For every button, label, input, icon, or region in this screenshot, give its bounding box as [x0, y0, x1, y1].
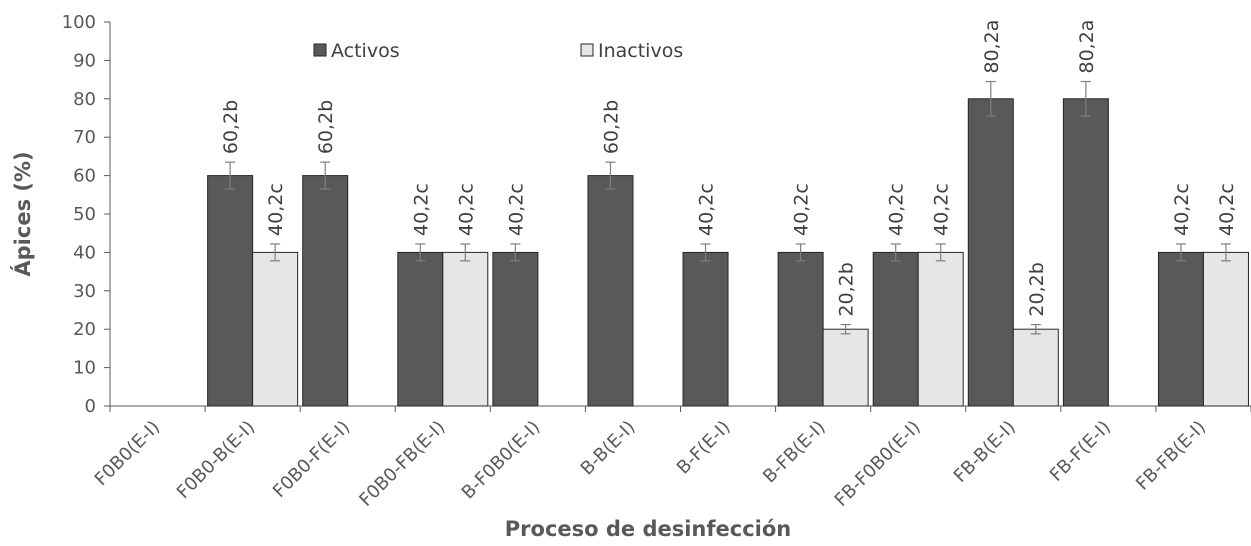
y-tick-label: 70: [73, 127, 96, 148]
bar-activos: [397, 251, 444, 407]
x-tick-label: FB-FB(E-I): [1132, 417, 1210, 495]
data-label: 80,2a: [1076, 20, 1098, 74]
y-tick-label: 20: [73, 319, 96, 340]
y-tick-label: 10: [73, 358, 96, 379]
bar-activos: [872, 251, 919, 407]
bar-inactivos: [442, 251, 489, 407]
legend-swatch-activos: [313, 43, 327, 57]
bar-activos: [777, 251, 824, 407]
x-tick-label: F0B0-F(E-I): [269, 417, 354, 502]
y-tick-label: 0: [85, 396, 96, 417]
bar-activos: [682, 251, 729, 407]
x-axis-title: Proceso de desinfección: [505, 517, 791, 541]
legend-label-activos: Activos: [331, 40, 400, 62]
bar-inactivos: [917, 251, 964, 407]
y-tick-label: 40: [73, 242, 96, 263]
y-axis-title: Ápices (%): [10, 151, 35, 276]
x-tick-label: B-F0B0(E-I): [458, 417, 545, 504]
bar-activos: [302, 175, 349, 407]
y-tick-label: 60: [73, 166, 96, 187]
x-tick-label: F0B0-B(E-I): [173, 417, 259, 503]
x-tick-label: B-B(E-I): [577, 417, 640, 480]
bar-activos: [207, 175, 254, 407]
data-label: 40,2c: [1171, 183, 1193, 236]
data-label: 40,2c: [931, 183, 953, 236]
x-tick-label: FB-F(E-I): [1046, 417, 1115, 486]
data-label: 40,2c: [455, 183, 477, 236]
data-label: 60,2b: [220, 100, 242, 154]
bar-inactivos: [1202, 251, 1249, 407]
x-tick-label: FB-F0B0(E-I): [831, 417, 925, 511]
x-tick-label: FB-B(E-I): [950, 417, 1020, 487]
data-label: 40,2c: [791, 183, 813, 236]
data-label: 40,2c: [410, 183, 432, 236]
x-tick-label: B-F(E-I): [673, 417, 735, 479]
y-tick-label: 50: [73, 204, 96, 225]
y-tick-label: 80: [73, 89, 96, 110]
data-label: 20,2b: [836, 262, 858, 316]
bar-inactivos: [1012, 328, 1059, 407]
bar-inactivos: [822, 328, 869, 407]
y-tick-label: 90: [73, 50, 96, 71]
data-label: 60,2b: [315, 100, 337, 154]
data-label: 60,2b: [600, 100, 622, 154]
data-label: 40,2c: [265, 183, 287, 236]
data-label: 40,2c: [886, 183, 908, 236]
bar-inactivos: [252, 251, 299, 407]
x-tick-label: B-FB(E-I): [759, 417, 830, 488]
bar-activos: [967, 98, 1014, 407]
bar-activos: [587, 175, 634, 407]
bar-activos: [1062, 98, 1109, 407]
data-label: 40,2c: [696, 183, 718, 236]
data-label: 80,2a: [981, 20, 1003, 74]
y-tick-label: 100: [62, 12, 96, 33]
x-tick-label: F0B0-FB(E-I): [355, 417, 449, 511]
data-label: 20,2b: [1026, 262, 1048, 316]
bar-activos: [492, 251, 539, 407]
plot-area: 0 10 20 30 40 50 60 70 80 90 100 60,2b 60,2b 40,2c 40,…: [62, 12, 1251, 511]
legend-swatch-inactivos: [580, 43, 594, 57]
legend-label-inactivos: Inactivos: [598, 40, 683, 62]
x-tick-label: F0B0(E-I): [91, 417, 164, 490]
y-tick-label: 30: [73, 281, 96, 302]
data-label: 40,2c: [1216, 183, 1238, 236]
data-label: 40,2c: [505, 183, 527, 236]
legend: Activos Inactivos: [313, 40, 683, 62]
bar-activos: [1157, 251, 1204, 407]
